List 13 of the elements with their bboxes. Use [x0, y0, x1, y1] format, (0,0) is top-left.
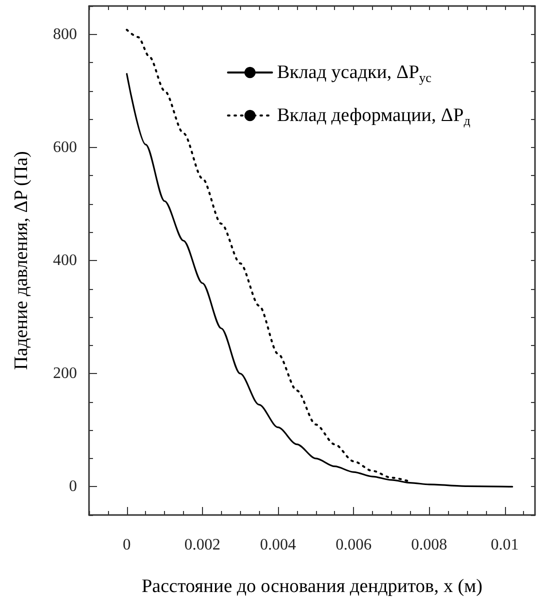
- y-tick-label: 0: [69, 478, 77, 496]
- y-tick-label: 600: [53, 138, 77, 156]
- x-tick-label: 0.004: [260, 536, 296, 554]
- x-tick-label: 0.006: [336, 536, 372, 554]
- x-tick-label: 0: [122, 536, 131, 554]
- x-tick-label: 0.008: [411, 536, 448, 554]
- x-axis-title: Расстояние до основания дендритов, x (м): [142, 576, 482, 597]
- x-tick-label: 0.002: [184, 536, 220, 554]
- y-tick-label: 800: [53, 26, 77, 43]
- y-axis-title: Падение давления, ΔP (Па): [11, 151, 32, 370]
- x-tick-label: 0.01: [490, 536, 519, 554]
- y-tick-label: 400: [53, 252, 77, 269]
- y-tick-label: 200: [53, 365, 77, 382]
